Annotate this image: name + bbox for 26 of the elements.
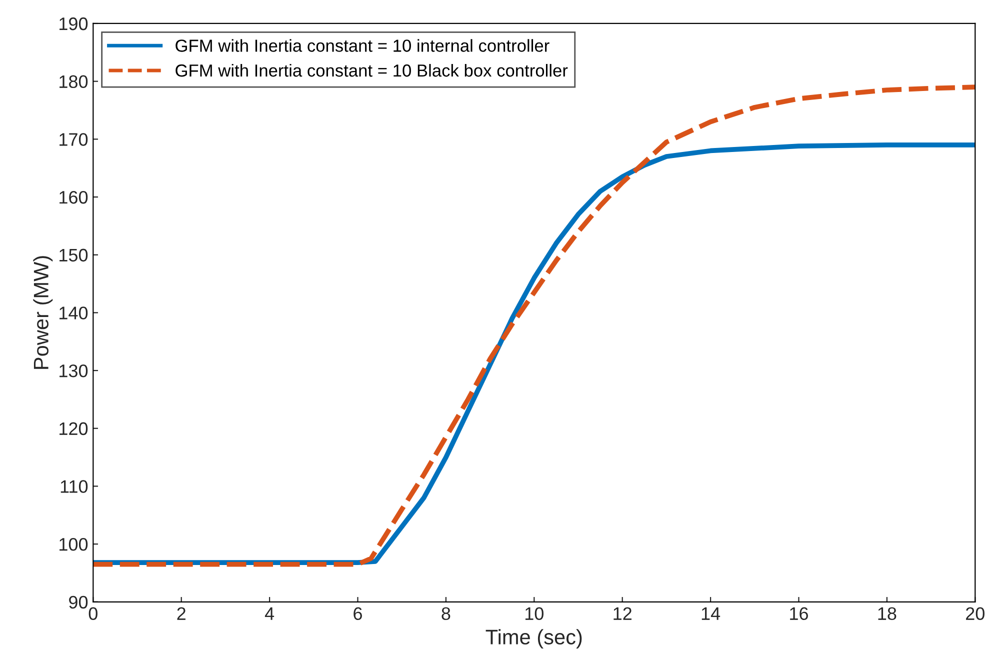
x-tick-label: 4 — [264, 607, 274, 620]
x-tick-label: 10 — [525, 607, 544, 620]
y-tick-label: 120 — [60, 422, 88, 436]
legend-label: GFM with Inertia constant = 10 internal controller — [176, 39, 550, 52]
x-tick-label: 6 — [354, 607, 362, 620]
y-tick-label: 110 — [60, 480, 88, 493]
x-tick-label: 16 — [790, 607, 808, 620]
x-tick-label: 12 — [614, 607, 632, 620]
x-axis-title: Time (sec) — [486, 629, 582, 649]
y-tick-label: 160 — [60, 190, 88, 204]
y-tick-label: 170 — [60, 133, 88, 146]
y-tick-label: 100 — [60, 538, 88, 551]
x-tick-label: 2 — [177, 607, 186, 620]
legend-label: GFM with Inertia constant = 10 Black box controller — [176, 64, 568, 77]
y-tick-label: 150 — [60, 248, 88, 262]
x-tick-label: 14 — [702, 607, 720, 620]
x-tick-label: 8 — [442, 607, 450, 620]
x-tick-label: 20 — [966, 607, 984, 620]
y-tick-label: 140 — [60, 306, 88, 320]
y-tick-label: 190 — [60, 17, 88, 30]
y-tick-label: 90 — [69, 596, 88, 609]
y-tick-label: 130 — [60, 364, 88, 378]
y-axis-title: Power (MW) — [33, 256, 53, 369]
x-tick-label: 0 — [88, 607, 98, 620]
y-tick-label: 180 — [60, 75, 88, 88]
x-tick-label: 18 — [878, 607, 896, 620]
